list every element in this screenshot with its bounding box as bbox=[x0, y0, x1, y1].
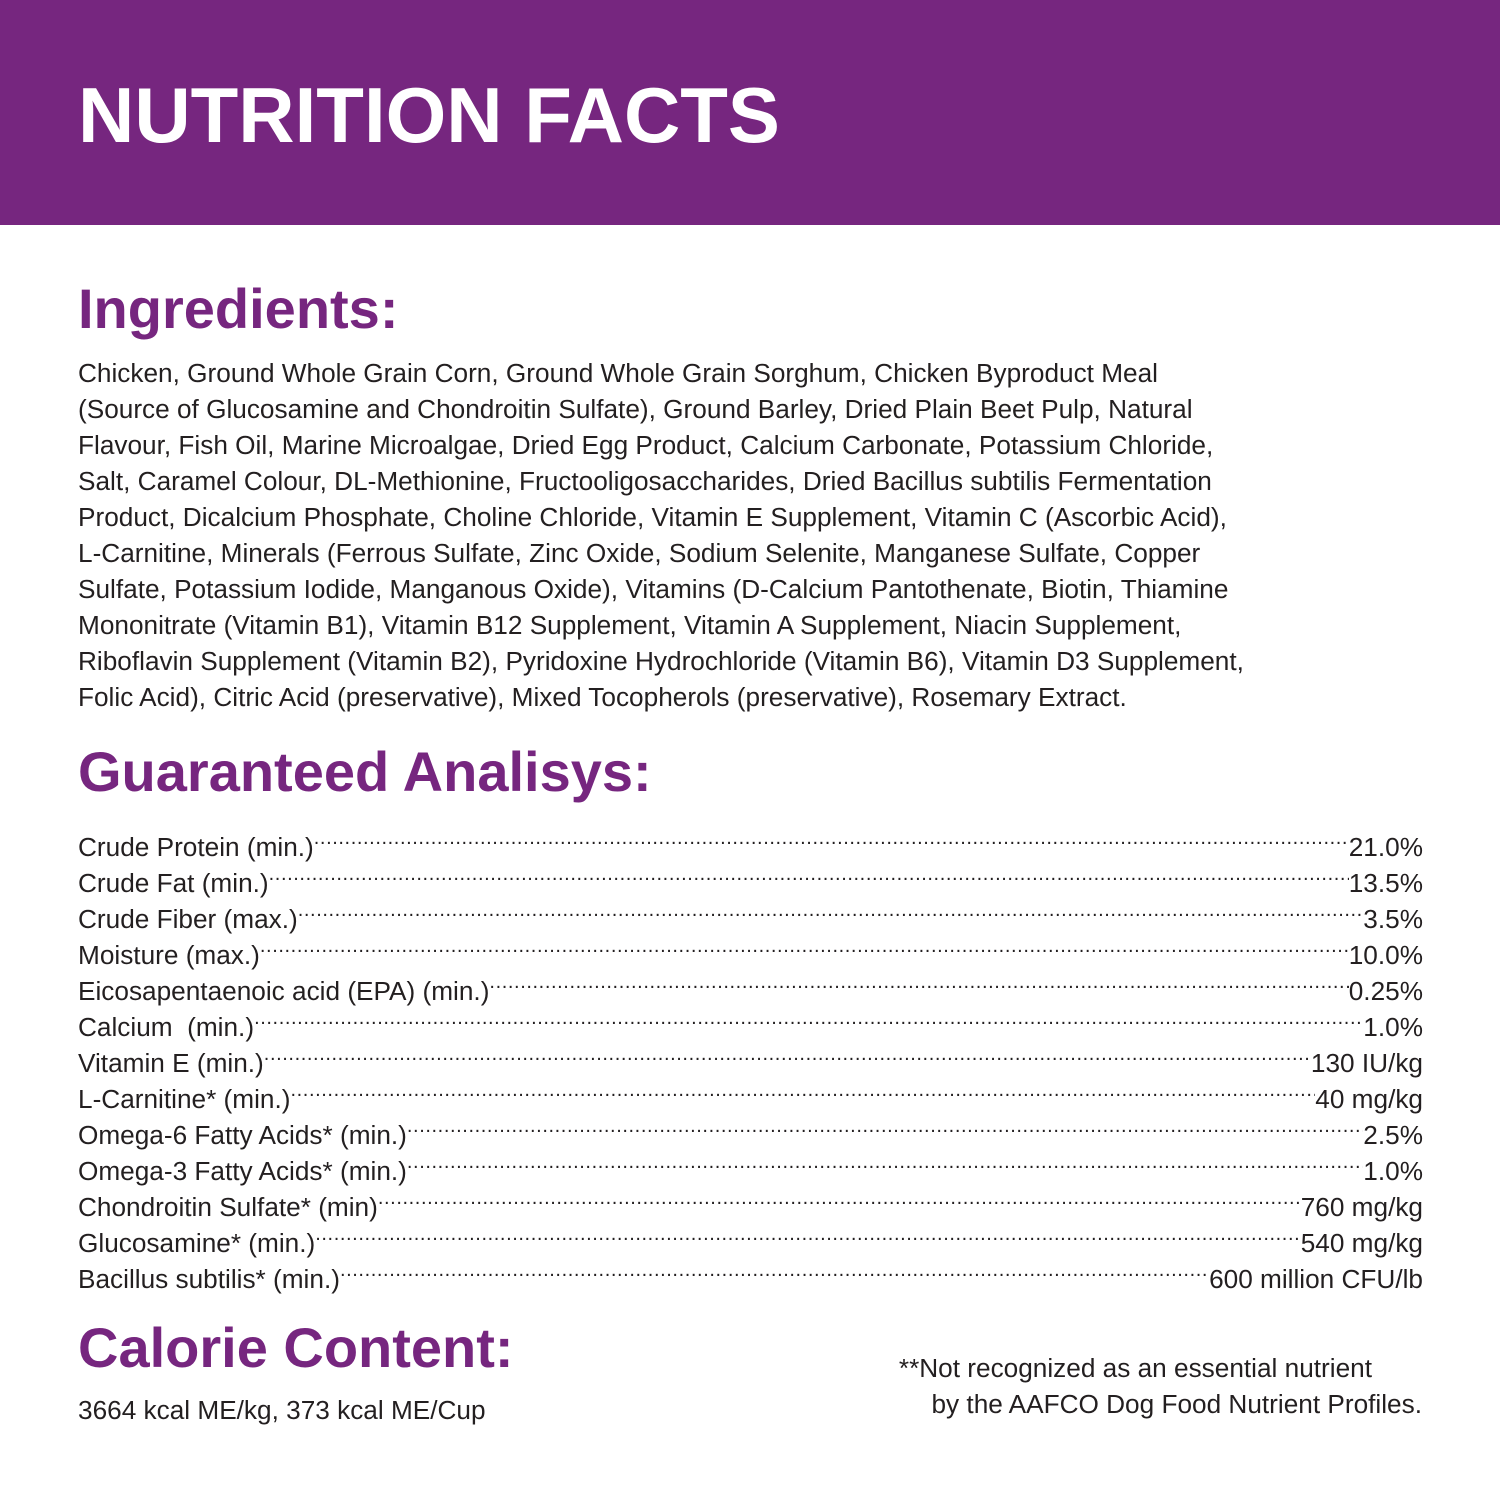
ingredients-list: Chicken, Ground Whole Grain Corn, Ground… bbox=[78, 355, 1428, 715]
dot-leader bbox=[314, 820, 1349, 856]
dot-leader bbox=[407, 1144, 1363, 1180]
ingredients-line: Riboflavin Supplement (Vitamin B2), Pyri… bbox=[78, 646, 1244, 676]
analysis-label: Omega-3 Fatty Acids* (min.) bbox=[78, 1156, 407, 1186]
ingredients-line: (Source of Glucosamine and Chondroitin S… bbox=[78, 394, 1193, 424]
analysis-row: Calcium (min.) 1.0% bbox=[78, 1000, 1423, 1042]
ingredients-line: Mononitrate (Vitamin B1), Vitamin B12 Su… bbox=[78, 610, 1182, 640]
analysis-row: Crude Protein (min.) 21.0% bbox=[78, 820, 1423, 862]
ingredients-line: Product, Dicalcium Phosphate, Choline Ch… bbox=[78, 502, 1227, 532]
ingredients-line: Sulfate, Potassium Iodide, Manganous Oxi… bbox=[78, 574, 1229, 604]
analysis-value: 10.0% bbox=[1348, 940, 1423, 970]
guaranteed-analysis-heading: Guaranteed Analisys: bbox=[78, 740, 652, 803]
analysis-row: Crude Fiber (max.) 3.5% bbox=[78, 892, 1423, 934]
dot-leader bbox=[340, 1252, 1209, 1288]
analysis-label: Calcium (min.) bbox=[78, 1012, 255, 1042]
analysis-label: Crude Fat (min.) bbox=[78, 868, 269, 898]
calorie-content-value: 3664 kcal ME/kg, 373 kcal ME/Cup bbox=[78, 1395, 486, 1425]
analysis-row: Glucosamine* (min.) 540 mg/kg bbox=[78, 1216, 1423, 1258]
dot-leader bbox=[269, 856, 1349, 892]
analysis-value: 760 mg/kg bbox=[1300, 1192, 1423, 1222]
analysis-value: 540 mg/kg bbox=[1300, 1228, 1423, 1258]
aafco-footnote: **Not recognized as an essential nutrien… bbox=[899, 1350, 1422, 1422]
analysis-value: 130 IU/kg bbox=[1310, 1048, 1423, 1078]
dot-leader bbox=[378, 1180, 1301, 1216]
page-title: NUTRITION FACTS bbox=[78, 71, 780, 159]
dot-leader bbox=[407, 1108, 1363, 1144]
dot-leader bbox=[254, 1000, 1363, 1036]
footnote-line: **Not recognized as an essential nutrien… bbox=[898, 1353, 1372, 1383]
analysis-label: Moisture (max.) bbox=[78, 940, 260, 970]
ingredients-line: Flavour, Fish Oil, Marine Microalgae, Dr… bbox=[78, 430, 1214, 460]
dot-leader bbox=[298, 892, 1364, 928]
dot-leader bbox=[260, 928, 1349, 964]
analysis-value: 1.0% bbox=[1363, 1012, 1423, 1042]
ingredients-line: L-Carnitine, Minerals (Ferrous Sulfate, … bbox=[78, 538, 1201, 568]
analysis-row: Eicosapentaenoic acid (EPA) (min.) 0.25% bbox=[78, 964, 1423, 1006]
guaranteed-analysis-table: Crude Protein (min.) 21.0% Crude Fat (mi… bbox=[78, 820, 1423, 1294]
analysis-label: Glucosamine* (min.) bbox=[78, 1228, 316, 1258]
dot-leader bbox=[290, 1072, 1315, 1108]
dot-leader bbox=[264, 1036, 1311, 1072]
analysis-row: Vitamin E (min.) 130 IU/kg bbox=[78, 1036, 1423, 1078]
analysis-row: Bacillus subtilis* (min.) 600 million CF… bbox=[78, 1252, 1423, 1294]
analysis-label: Vitamin E (min.) bbox=[78, 1048, 264, 1078]
analysis-value: 2.5% bbox=[1363, 1120, 1423, 1150]
dot-leader bbox=[315, 1216, 1301, 1252]
analysis-label: L-Carnitine* (min.) bbox=[78, 1084, 291, 1114]
ingredients-line: Salt, Caramel Colour, DL-Methionine, Fru… bbox=[78, 466, 1212, 496]
analysis-row: Crude Fat (min.) 13.5% bbox=[78, 856, 1423, 898]
analysis-row: L-Carnitine* (min.) 40 mg/kg bbox=[78, 1072, 1423, 1114]
ingredients-heading: Ingredients: bbox=[78, 277, 399, 340]
analysis-row: Omega-6 Fatty Acids* (min.) 2.5% bbox=[78, 1108, 1423, 1150]
footnote-line: by the AAFCO Dog Food Nutrient Profiles. bbox=[931, 1389, 1422, 1419]
analysis-label: Bacillus subtilis* (min.) bbox=[78, 1264, 340, 1294]
analysis-row: Omega-3 Fatty Acids* (min.) 1.0% bbox=[78, 1144, 1423, 1186]
analysis-value: 1.0% bbox=[1363, 1156, 1423, 1186]
analysis-value: 3.5% bbox=[1363, 904, 1423, 934]
dot-leader bbox=[489, 964, 1348, 1000]
ingredients-line: Folic Acid), Citric Acid (preservative),… bbox=[78, 682, 1127, 712]
ingredients-line: Chicken, Ground Whole Grain Corn, Ground… bbox=[78, 358, 1158, 388]
analysis-value: 600 million CFU/lb bbox=[1209, 1264, 1423, 1294]
calorie-content-heading: Calorie Content: bbox=[78, 1316, 514, 1379]
analysis-value: 21.0% bbox=[1348, 832, 1423, 862]
analysis-label: Omega-6 Fatty Acids* (min.) bbox=[78, 1120, 407, 1150]
title-banner: NUTRITION FACTS bbox=[0, 0, 1500, 225]
analysis-row: Moisture (max.) 10.0% bbox=[78, 928, 1423, 970]
